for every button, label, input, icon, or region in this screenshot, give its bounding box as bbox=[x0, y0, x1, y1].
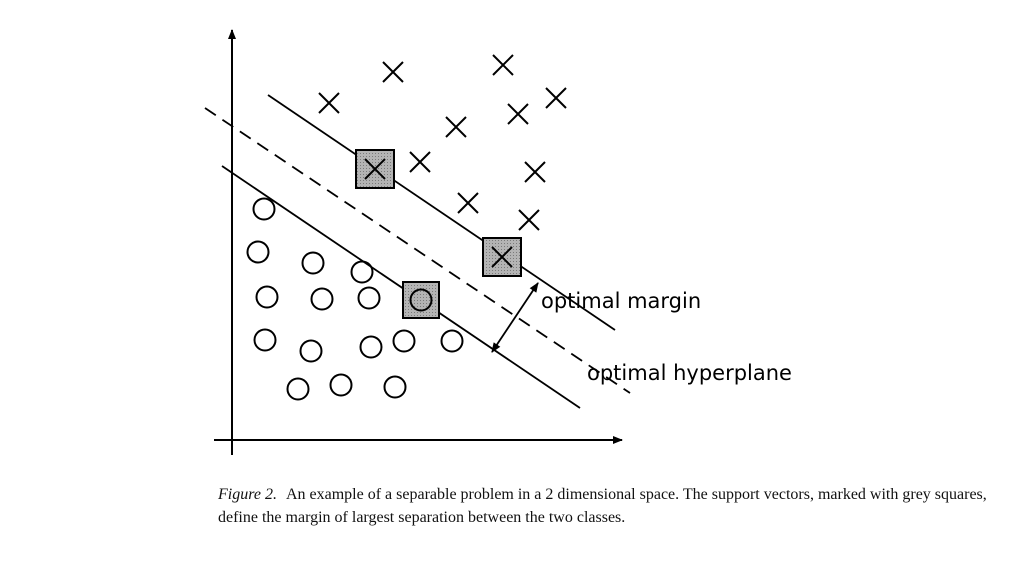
circle-marker bbox=[255, 285, 279, 309]
support-vector-square bbox=[402, 281, 440, 319]
cross-marker bbox=[507, 103, 529, 125]
circle-marker bbox=[350, 260, 374, 284]
circle-marker bbox=[383, 375, 407, 399]
circle-marker bbox=[301, 251, 325, 275]
cross-marker bbox=[518, 209, 540, 231]
figure-caption: Figure 2. An example of a separable probl… bbox=[218, 483, 990, 529]
circle-marker bbox=[359, 335, 383, 359]
circle-marker bbox=[310, 287, 334, 311]
cross-marker bbox=[382, 61, 404, 83]
figure-number: Figure 2. bbox=[218, 486, 277, 503]
cross-marker bbox=[492, 54, 514, 76]
circle-marker bbox=[409, 288, 433, 312]
cross-marker bbox=[524, 161, 546, 183]
lower-margin-line bbox=[221, 165, 581, 409]
upper-margin-line bbox=[267, 94, 616, 331]
optimal-margin-label: optimal margin bbox=[541, 289, 701, 313]
circle-marker bbox=[329, 373, 353, 397]
circle-marker bbox=[253, 328, 277, 352]
class-circle-points bbox=[246, 197, 464, 401]
circle-marker bbox=[392, 329, 416, 353]
circle-marker bbox=[299, 339, 323, 363]
cross-marker bbox=[491, 246, 513, 268]
class-cross-points bbox=[318, 54, 567, 268]
svm-diagram: optimal margin optimal hyperplane bbox=[204, 29, 792, 455]
margin-arrow bbox=[491, 282, 539, 353]
optimal-hyperplane-line bbox=[204, 107, 631, 394]
cross-marker bbox=[364, 158, 386, 180]
cross-marker bbox=[545, 87, 567, 109]
cross-marker bbox=[318, 92, 340, 114]
optimal-hyperplane-label: optimal hyperplane bbox=[587, 361, 792, 385]
cross-marker bbox=[409, 151, 431, 173]
caption-text: An example of a separable problem in a 2… bbox=[218, 486, 987, 526]
cross-marker bbox=[457, 192, 479, 214]
circle-marker bbox=[286, 377, 310, 401]
circle-marker bbox=[440, 329, 464, 353]
circle-marker bbox=[246, 240, 270, 264]
cross-marker bbox=[445, 116, 467, 138]
circle-marker bbox=[357, 286, 381, 310]
circle-marker bbox=[252, 197, 276, 221]
